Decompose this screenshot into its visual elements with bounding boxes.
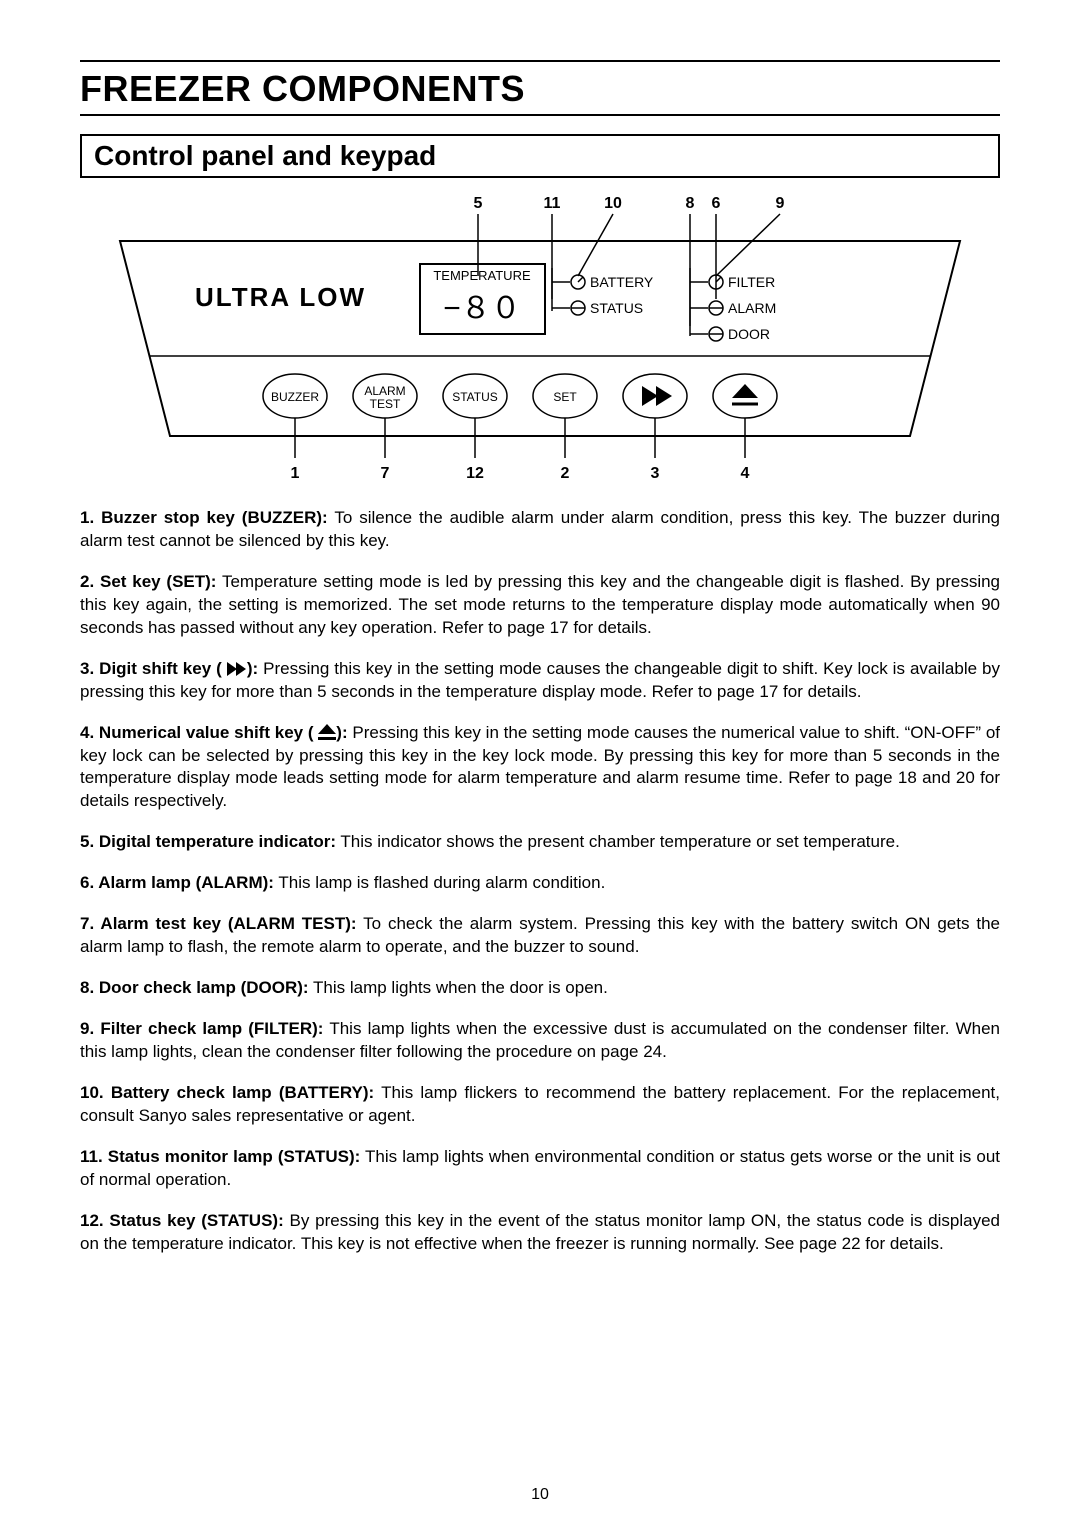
item-head: 2. Set key (SET): <box>80 572 216 591</box>
document-page: FREEZER COMPONENTS Control panel and key… <box>0 0 1080 1528</box>
rule <box>80 114 1000 116</box>
callout-8: 8 <box>686 195 695 212</box>
callout-2: 2 <box>561 465 570 482</box>
item-head: 7. Alarm test key (ALARM TEST): <box>80 914 357 933</box>
alarm-test-button-label-1: ALARM <box>364 384 405 398</box>
callout-7: 7 <box>381 465 390 482</box>
callout-9: 9 <box>776 195 785 212</box>
callout-12: 12 <box>466 465 484 482</box>
item-body: This indicator shows the present chamber… <box>336 832 900 851</box>
page-number: 10 <box>0 1486 1080 1504</box>
item-head: 4. Numerical value shift key ( <box>80 723 318 742</box>
item-body: This lamp lights when the door is open. <box>309 978 608 997</box>
button-row: BUZZER ALARM TEST STATUS SET <box>263 374 777 418</box>
callout-4: 4 <box>741 465 750 482</box>
temperature-label: TEMPERATURE <box>433 268 531 283</box>
callout-5: 5 <box>474 195 483 212</box>
alarm-test-button-label-2: TEST <box>370 397 401 411</box>
callout-1: 1 <box>291 465 300 482</box>
up-triangle-icon <box>318 724 336 740</box>
fast-forward-icon <box>642 386 672 406</box>
status-button-label: STATUS <box>452 390 498 404</box>
door-lamp-label: DOOR <box>728 326 770 342</box>
item-head: 8. Door check lamp (DOOR): <box>80 978 309 997</box>
fast-forward-icon <box>227 662 247 676</box>
control-panel-diagram: 5 11 10 8 6 9 ULTRA LOW TEMPERATURE −８０ <box>80 186 1000 486</box>
section-heading-box: Control panel and keypad <box>80 134 1000 178</box>
page-title: FREEZER COMPONENTS <box>80 68 1000 110</box>
lamp-group-1: BATTERY STATUS <box>552 268 654 316</box>
set-button-label: SET <box>553 390 577 404</box>
item-head: 10. Battery check lamp (BATTERY): <box>80 1083 374 1102</box>
status-lamp-label: STATUS <box>590 300 643 316</box>
callout-6: 6 <box>712 195 721 212</box>
rule <box>80 60 1000 62</box>
item-body: This lamp is flashed during alarm condit… <box>274 873 605 892</box>
alarm-lamp-label: ALARM <box>728 300 776 316</box>
item-head: 12. Status key (STATUS): <box>80 1211 284 1230</box>
callout-10: 10 <box>604 195 622 212</box>
brand-label: ULTRA LOW <box>195 282 366 312</box>
item-head: 1. Buzzer stop key (BUZZER): <box>80 508 328 527</box>
lamp-group-2: FILTER ALARM DOOR <box>690 268 776 342</box>
callout-11: 11 <box>544 195 561 212</box>
item-head: 3. Digit shift key ( <box>80 659 227 678</box>
filter-lamp-label: FILTER <box>728 274 775 290</box>
item-body: Temperature setting mode is led by press… <box>80 572 1000 637</box>
item-head: 11. Status monitor lamp (STATUS): <box>80 1147 360 1166</box>
temperature-value: −８０ <box>443 292 521 325</box>
item-head: ): <box>247 659 258 678</box>
callout-3: 3 <box>651 465 660 482</box>
item-head: 6. Alarm lamp (ALARM): <box>80 873 274 892</box>
buzzer-button-label: BUZZER <box>271 390 319 404</box>
up-triangle-icon <box>732 384 758 404</box>
battery-lamp-label: BATTERY <box>590 274 654 290</box>
item-head: 9. Filter check lamp (FILTER): <box>80 1019 323 1038</box>
item-head: ): <box>336 723 347 742</box>
item-head: 5. Digital temperature indicator: <box>80 832 336 851</box>
section-title: Control panel and keypad <box>94 140 436 171</box>
panel-outline <box>120 241 960 436</box>
description-list: 1. Buzzer stop key (BUZZER): To silence … <box>80 507 1000 1256</box>
